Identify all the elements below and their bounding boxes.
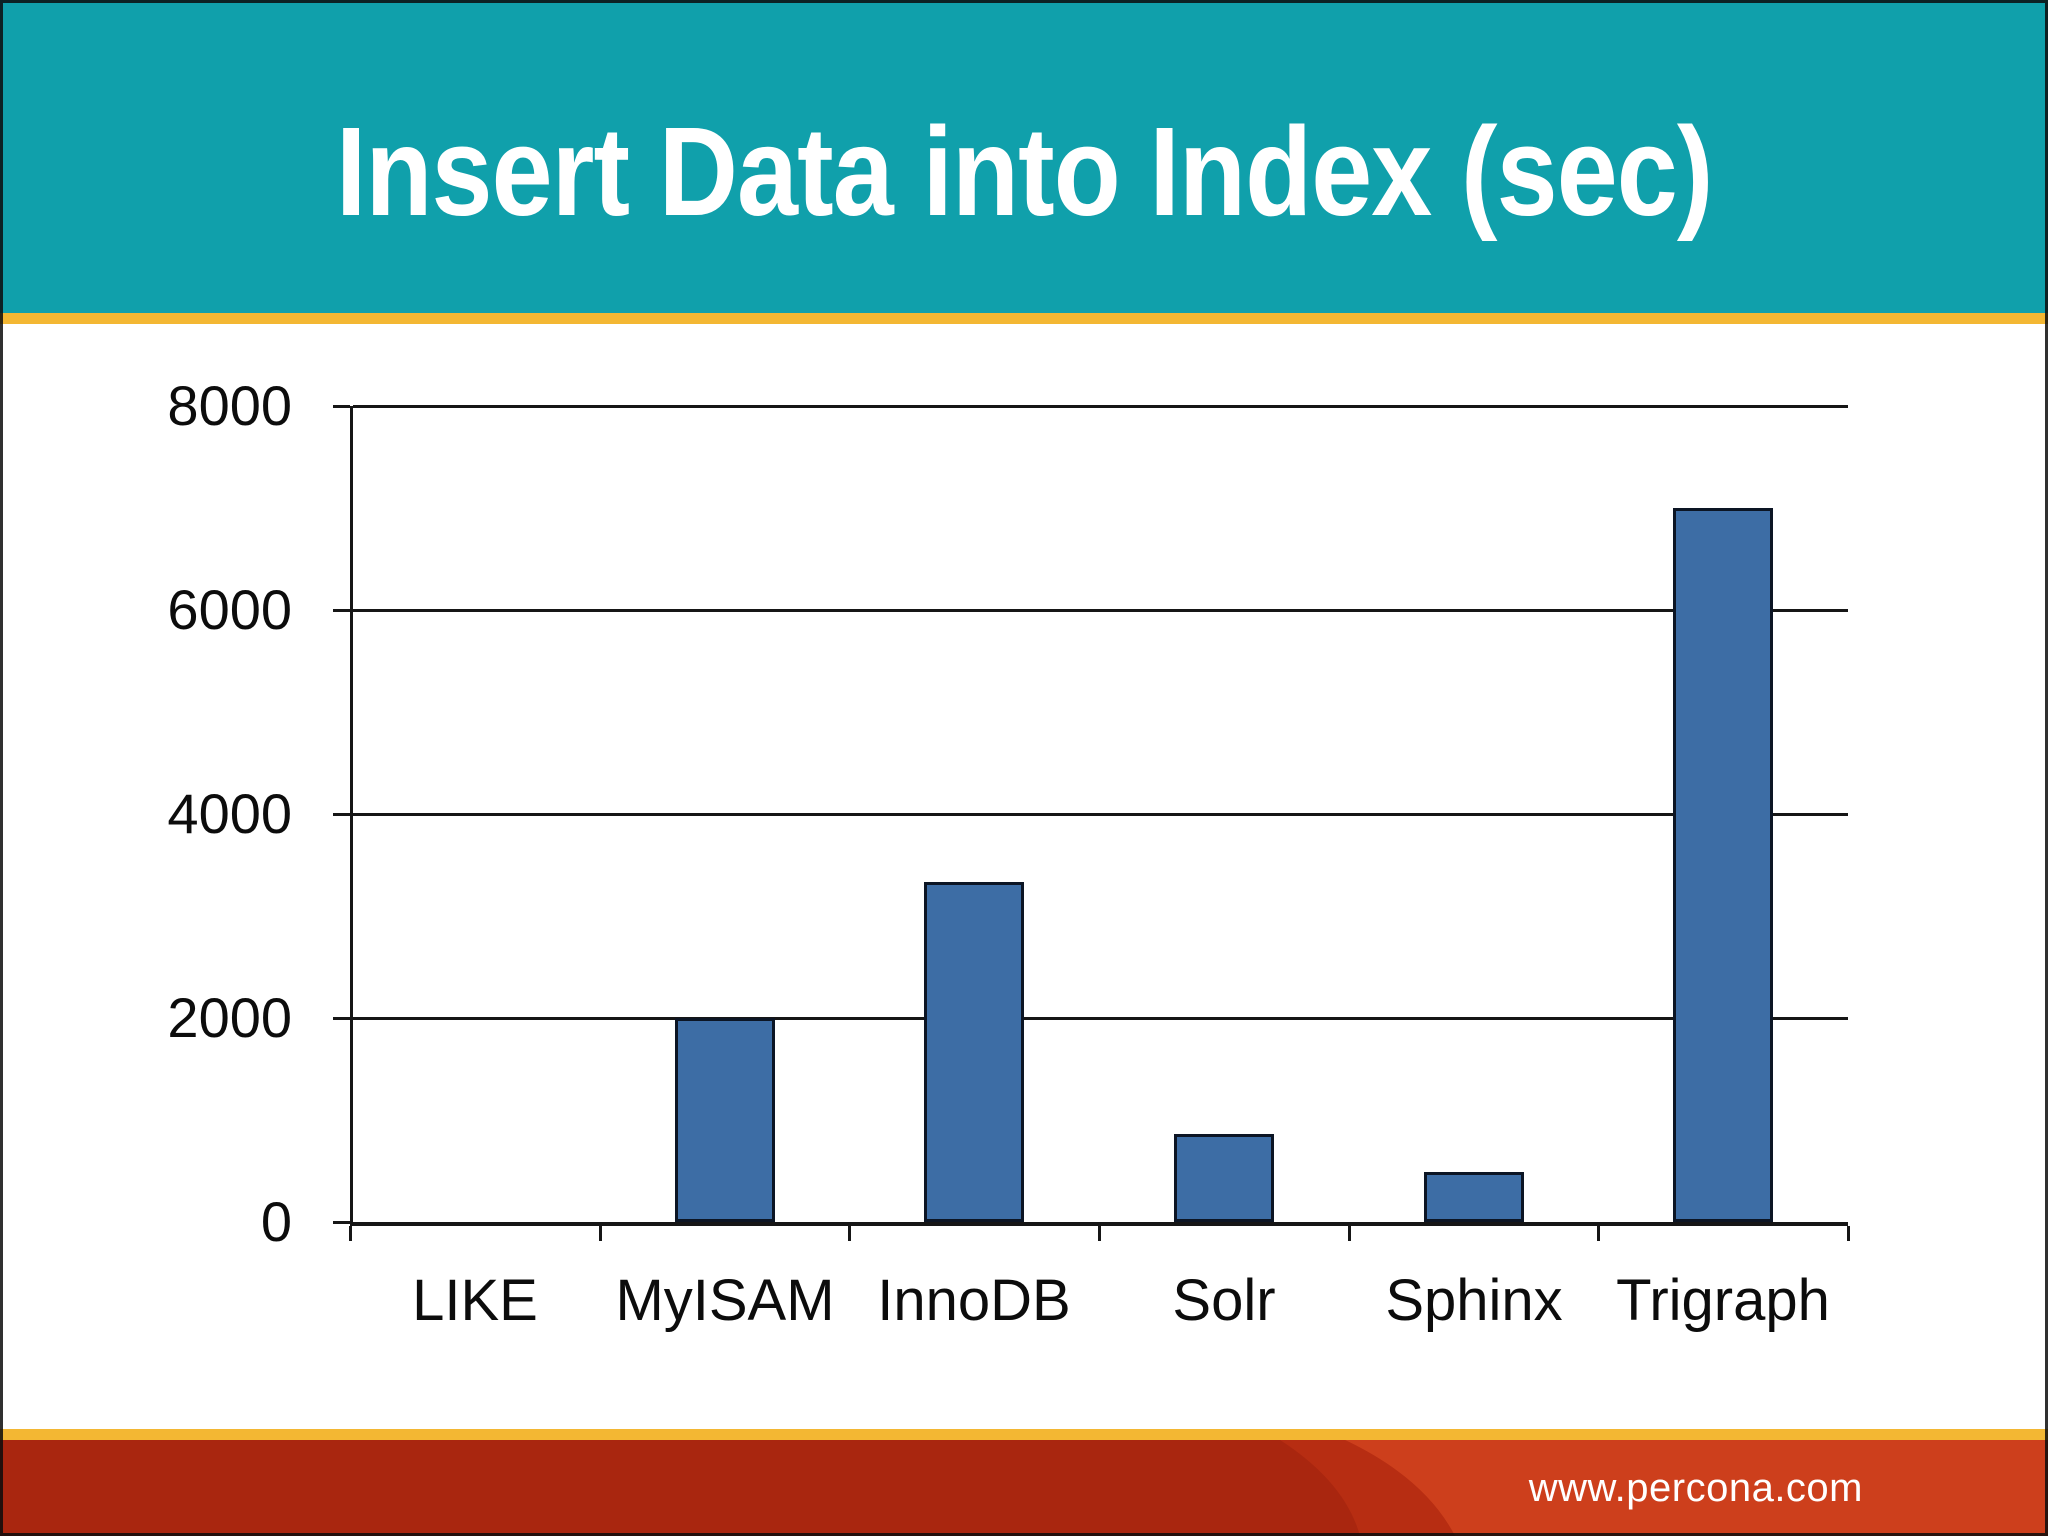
x-axis-label: Trigraph xyxy=(1616,1268,1830,1333)
x-axis-label: InnoDB xyxy=(877,1268,1071,1333)
gold-divider-bottom xyxy=(0,1429,2048,1440)
slide-footer: www.percona.com xyxy=(0,1440,2048,1536)
gridline-4000 xyxy=(353,813,1848,816)
slide-title: Insert Data into Index (sec) xyxy=(335,101,1714,242)
slide-header: Insert Data into Index (sec) xyxy=(0,0,2048,313)
gridline-6000 xyxy=(353,609,1848,612)
footer-swoosh-graphic xyxy=(0,1440,2048,1536)
x-axis-tick xyxy=(848,1226,851,1241)
gridline-8000 xyxy=(353,405,1848,408)
chart-canvas: 8000 6000 4000 2000 0 LIKE MyISAM InnoDB Solr Sph… xyxy=(0,324,2048,1429)
bar-innodb xyxy=(924,882,1024,1222)
x-axis-label: LIKE xyxy=(412,1268,538,1333)
gridline-2000 xyxy=(353,1017,1848,1020)
x-axis-tick xyxy=(1098,1226,1101,1241)
x-axis-tick xyxy=(1847,1226,1850,1241)
footer-url: www.percona.com xyxy=(1528,1466,1863,1510)
y-axis-tick xyxy=(333,609,350,612)
y-axis-label: 4000 xyxy=(167,782,292,845)
y-axis-label: 2000 xyxy=(167,986,292,1049)
bar-sphinx xyxy=(1424,1172,1524,1222)
x-axis-label: Solr xyxy=(1172,1268,1276,1333)
x-axis-tick xyxy=(1348,1226,1351,1241)
gold-divider-top xyxy=(0,313,2048,324)
x-axis-label: Sphinx xyxy=(1385,1268,1563,1333)
y-axis-tick xyxy=(333,405,350,408)
bar-solr xyxy=(1174,1134,1274,1222)
x-axis-tick xyxy=(1597,1226,1600,1241)
y-axis-tick xyxy=(333,1017,350,1020)
y-axis-label: 0 xyxy=(260,1190,292,1253)
x-axis-label: MyISAM xyxy=(615,1268,835,1333)
y-axis-tick xyxy=(333,813,350,816)
x-axis-tick xyxy=(349,1226,352,1241)
y-axis-tick xyxy=(333,1221,350,1224)
x-axis-tick xyxy=(599,1226,602,1241)
bar-trigraph xyxy=(1673,508,1773,1222)
y-axis-label: 6000 xyxy=(167,578,292,641)
bar-myisam xyxy=(675,1018,775,1222)
y-axis-label: 8000 xyxy=(167,374,292,437)
bar-chart-plot xyxy=(350,405,1848,1226)
